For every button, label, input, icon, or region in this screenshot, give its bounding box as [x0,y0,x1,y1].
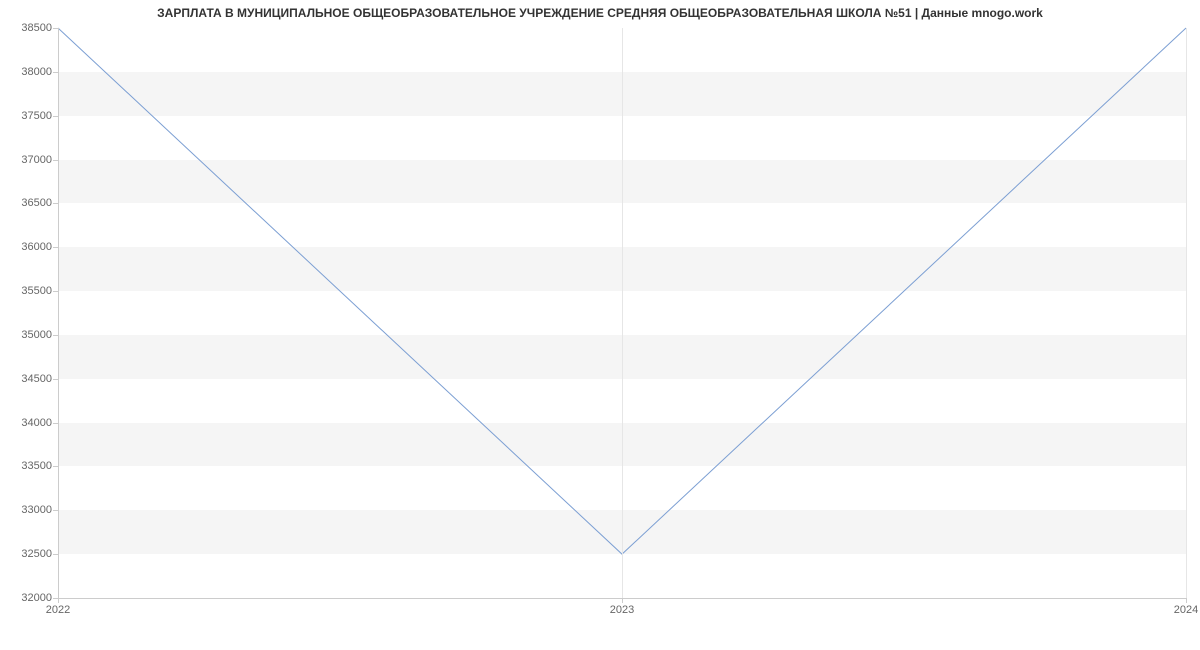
y-tick-mark [53,72,58,73]
y-tick-mark [53,247,58,248]
y-tick-mark [53,116,58,117]
x-tick-mark [622,598,623,603]
x-tick-mark [1186,598,1187,603]
chart-title: ЗАРПЛАТА В МУНИЦИПАЛЬНОЕ ОБЩЕОБРАЗОВАТЕЛ… [0,6,1200,20]
y-tick-mark [53,510,58,511]
y-tick-mark [53,291,58,292]
y-tick-mark [53,160,58,161]
y-tick-mark [53,423,58,424]
y-tick-mark [53,379,58,380]
y-axis-line [58,28,59,598]
y-tick-mark [53,554,58,555]
y-tick-mark [53,28,58,29]
x-tick-mark [58,598,59,603]
y-tick-mark [53,203,58,204]
y-tick-mark [53,466,58,467]
x-gridline [1186,28,1187,598]
y-tick-mark [53,335,58,336]
salary-line-chart: ЗАРПЛАТА В МУНИЦИПАЛЬНОЕ ОБЩЕОБРАЗОВАТЕЛ… [0,0,1200,650]
plot-area: 3200032500330003350034000345003500035500… [58,28,1186,598]
x-gridline [622,28,623,598]
